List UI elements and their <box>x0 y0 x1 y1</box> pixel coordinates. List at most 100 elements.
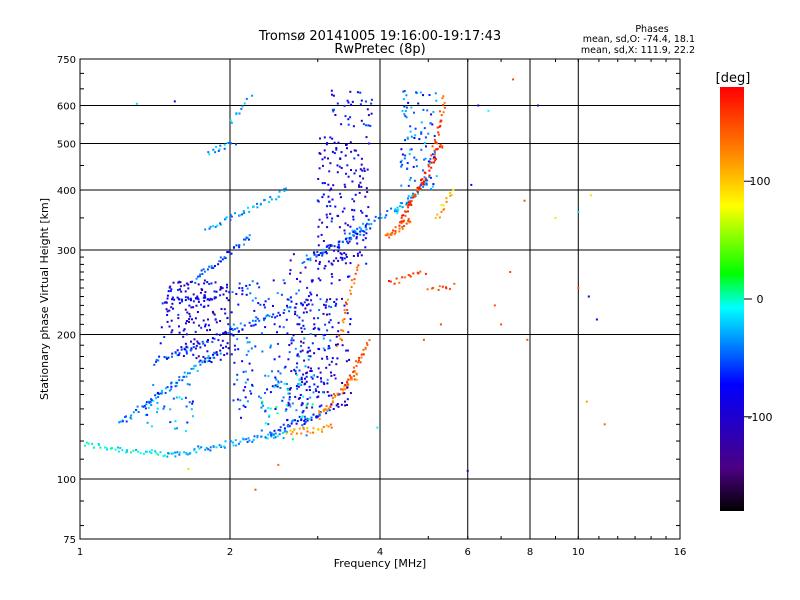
data-point <box>242 210 245 213</box>
data-point <box>331 357 334 360</box>
data-point <box>359 181 362 184</box>
data-point <box>247 206 249 209</box>
data-point <box>280 293 283 296</box>
data-point <box>296 278 298 280</box>
data-point <box>245 236 248 239</box>
data-point <box>404 214 407 217</box>
data-point <box>417 272 420 275</box>
data-point <box>346 99 349 102</box>
data-point <box>236 338 239 341</box>
data-point <box>327 183 330 186</box>
data-point <box>163 336 166 338</box>
data-point <box>251 383 254 386</box>
data-point <box>341 388 344 391</box>
data-point <box>207 324 210 327</box>
data-point <box>320 380 323 383</box>
data-point <box>326 226 329 229</box>
data-point <box>412 192 414 195</box>
data-point <box>264 326 267 329</box>
data-point <box>322 248 325 251</box>
data-point <box>197 275 199 278</box>
data-point <box>152 384 155 386</box>
data-point <box>132 449 135 452</box>
stats-line-x: mean, sd,X: 111.9, 22.2 <box>581 45 695 56</box>
data-point <box>197 445 200 448</box>
data-point <box>487 109 490 112</box>
data-point <box>251 299 254 302</box>
data-point <box>162 455 165 458</box>
data-point <box>261 350 264 353</box>
data-point <box>206 360 209 363</box>
colorbar-tick-label: 100 <box>750 175 771 188</box>
data-point <box>340 151 343 154</box>
data-point <box>337 321 340 324</box>
data-point <box>433 156 436 159</box>
data-point <box>209 328 211 331</box>
data-point <box>211 298 213 301</box>
data-point <box>268 415 271 418</box>
data-point <box>346 240 348 243</box>
data-point <box>135 449 138 451</box>
data-point <box>285 408 288 411</box>
data-point <box>270 435 273 438</box>
data-point <box>301 415 304 418</box>
data-point <box>309 355 312 358</box>
data-point <box>259 303 262 306</box>
data-point <box>165 301 168 304</box>
data-point <box>212 148 215 151</box>
data-point <box>357 361 360 364</box>
data-point <box>406 162 409 164</box>
data-point <box>287 389 289 392</box>
data-point <box>309 431 312 434</box>
data-point <box>121 449 124 452</box>
data-point <box>436 142 439 145</box>
data-point <box>442 204 445 207</box>
data-point <box>318 167 321 170</box>
data-point <box>184 342 187 345</box>
data-point <box>243 324 246 327</box>
data-point <box>410 106 413 109</box>
data-point <box>445 200 448 203</box>
data-point <box>155 397 158 400</box>
data-point <box>311 303 314 306</box>
data-point <box>206 340 209 343</box>
data-point <box>226 286 228 289</box>
data-point <box>99 446 102 449</box>
data-point <box>406 204 409 207</box>
data-point <box>433 135 436 137</box>
data-point <box>288 351 291 354</box>
data-point <box>355 169 357 172</box>
data-point <box>353 209 356 212</box>
data-point <box>230 328 233 331</box>
data-point <box>273 386 276 389</box>
data-point <box>369 227 372 230</box>
data-point <box>277 381 280 384</box>
data-point <box>227 251 230 253</box>
data-point <box>230 142 233 145</box>
data-point <box>537 104 539 107</box>
data-point <box>177 289 179 291</box>
data-point <box>347 101 350 104</box>
data-point <box>290 339 293 342</box>
data-point <box>166 386 169 389</box>
data-point <box>344 238 347 241</box>
data-point <box>174 427 177 430</box>
data-point <box>196 340 199 343</box>
data-point <box>344 400 346 403</box>
data-point <box>286 387 289 390</box>
data-point <box>359 168 362 171</box>
data-point <box>360 157 363 160</box>
data-point <box>206 350 209 353</box>
data-point <box>185 350 188 353</box>
data-point <box>307 366 310 369</box>
data-point <box>159 342 162 345</box>
data-point <box>266 437 269 440</box>
data-point <box>338 246 341 249</box>
data-point <box>410 196 413 199</box>
data-point <box>326 216 329 219</box>
data-point <box>255 316 258 319</box>
data-point <box>254 297 257 300</box>
data-point <box>282 437 285 440</box>
data-point <box>166 310 169 313</box>
